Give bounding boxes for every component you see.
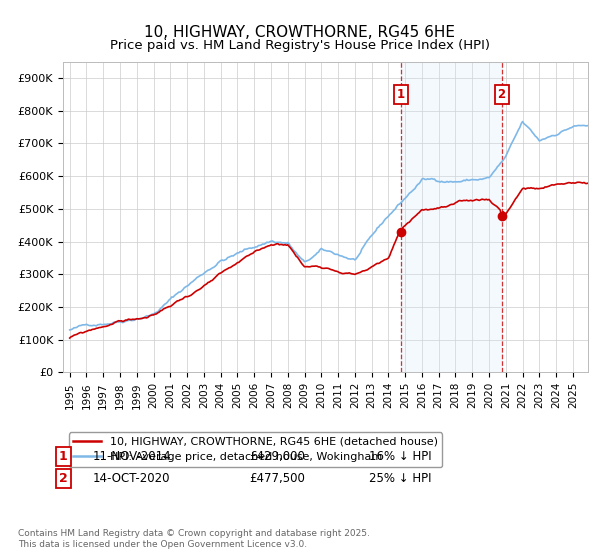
Text: Contains HM Land Registry data © Crown copyright and database right 2025.
This d: Contains HM Land Registry data © Crown c… xyxy=(18,529,370,549)
Text: 25% ↓ HPI: 25% ↓ HPI xyxy=(369,472,431,486)
Text: 1: 1 xyxy=(59,450,67,463)
Text: 11-NOV-2014: 11-NOV-2014 xyxy=(93,450,172,463)
Legend: 10, HIGHWAY, CROWTHORNE, RG45 6HE (detached house), HPI: Average price, detached: 10, HIGHWAY, CROWTHORNE, RG45 6HE (detac… xyxy=(68,432,442,467)
Text: £477,500: £477,500 xyxy=(249,472,305,486)
Text: 2: 2 xyxy=(59,472,67,486)
Text: 16% ↓ HPI: 16% ↓ HPI xyxy=(369,450,431,463)
Text: 10, HIGHWAY, CROWTHORNE, RG45 6HE: 10, HIGHWAY, CROWTHORNE, RG45 6HE xyxy=(145,25,455,40)
Text: 14-OCT-2020: 14-OCT-2020 xyxy=(93,472,170,486)
Text: 2: 2 xyxy=(497,88,506,101)
Text: Price paid vs. HM Land Registry's House Price Index (HPI): Price paid vs. HM Land Registry's House … xyxy=(110,39,490,52)
Text: 1: 1 xyxy=(397,88,405,101)
Text: £429,000: £429,000 xyxy=(249,450,305,463)
Bar xyxy=(401,62,502,372)
